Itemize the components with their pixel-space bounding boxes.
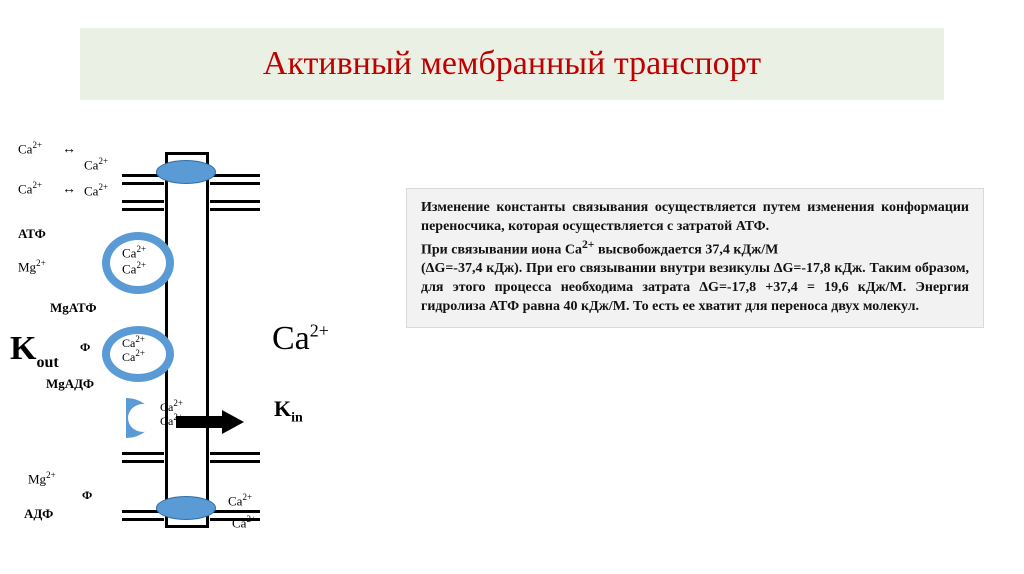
phi-label: Ф: [82, 488, 92, 503]
lipid-line: [122, 460, 164, 463]
lipid-line: [122, 200, 164, 203]
ca-label: Ca2+: [228, 492, 252, 509]
ca-big-label: Ca2+: [272, 320, 329, 358]
ca-label: Ca2+: [84, 156, 108, 173]
lipid-line: [122, 208, 164, 211]
mgatp-label: MgАТФ: [50, 300, 97, 316]
ca-label: Ca2+: [122, 260, 146, 277]
slide-title-bar: Активный мембранный транспорт: [80, 28, 944, 100]
adp-label: АДФ: [24, 506, 53, 522]
lipid-line: [210, 452, 260, 455]
membrane-diagram: ↔ ↔ Ca2+ Ca2+ Ca2+ Ca2+ АТФ Mg2+ MgАТФ C…: [10, 140, 410, 560]
slide-title: Активный мембранный транспорт: [263, 45, 761, 83]
ca-label: Ca2+: [122, 348, 145, 365]
para-line2a: При связывании иона Ca: [421, 242, 582, 257]
phi-label: Ф: [80, 340, 90, 355]
lipid-line: [210, 460, 260, 463]
ca-label: Ca2+: [160, 412, 183, 429]
k-out-label: Kout: [10, 330, 59, 372]
para-line3: (ΔG=-37,4 кДж). При его связывании внутр…: [421, 261, 969, 314]
k-in-label: Kin: [274, 396, 303, 426]
ca-label: Ca2+: [18, 180, 42, 197]
lipid-line: [210, 174, 260, 177]
ca-label: Ca2+: [122, 244, 146, 261]
lipid-line: [122, 452, 164, 455]
membrane-body: [165, 152, 209, 528]
exchange-arrow-icon: ↔: [62, 182, 76, 198]
lipid-line: [210, 182, 260, 185]
mg-label: Mg2+: [28, 470, 56, 487]
para-line1: Изменение константы связывания осуществл…: [421, 200, 969, 234]
lipid-line: [210, 208, 260, 211]
exchange-arrow-icon: ↔: [62, 142, 76, 158]
transport-arrow-icon: [176, 410, 244, 434]
mgadp-label: MgАДФ: [46, 376, 94, 392]
ca-label: Ca2+: [232, 514, 256, 531]
protein-top: [156, 160, 216, 184]
description-paragraph: Изменение константы связывания осуществл…: [406, 188, 984, 328]
ca-label: Ca2+: [18, 140, 42, 157]
para-line2b: высвобождается 37,4 кДж/М: [594, 242, 778, 257]
lipid-line: [122, 182, 164, 185]
mg-label: Mg2+: [18, 258, 46, 275]
protein-bottom: [156, 496, 216, 520]
lipid-line: [210, 510, 260, 513]
lipid-line: [122, 518, 164, 521]
ca-label: Ca2+: [84, 182, 108, 199]
para-sup: 2+: [582, 238, 594, 251]
atp-label: АТФ: [18, 226, 46, 242]
lipid-line: [210, 200, 260, 203]
